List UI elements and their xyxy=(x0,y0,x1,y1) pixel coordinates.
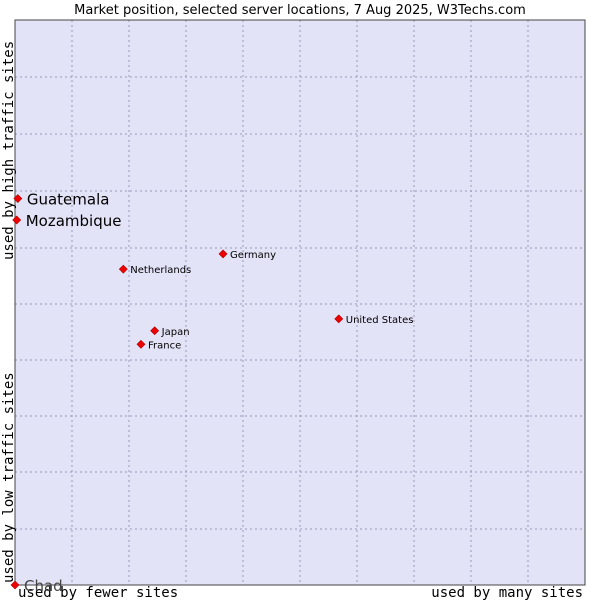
point-label-mozambique: Mozambique xyxy=(26,212,122,230)
point-marker-germany xyxy=(218,249,228,259)
point-marker-united-states xyxy=(334,314,344,324)
x-axis-label-high: used by many sites xyxy=(431,585,583,600)
point-marker-mozambique xyxy=(12,215,22,225)
point-marker-guatemala xyxy=(13,194,23,203)
point-label-netherlands: Netherlands xyxy=(130,265,191,276)
point-label-germany: Germany xyxy=(230,250,276,261)
y-axis-label-high: used by high traffic sites xyxy=(1,41,17,260)
y-axis-label-low: used by low traffic sites xyxy=(1,372,17,583)
chart-title: Market position, selected server locatio… xyxy=(74,3,526,18)
plot-border xyxy=(14,19,586,586)
point-label-chad: Chad xyxy=(24,577,63,595)
point-label-france: France xyxy=(148,340,181,351)
point-label-united-states: United States xyxy=(346,315,414,326)
point-marker-netherlands xyxy=(118,264,128,274)
data-points: Guatemala Mozambique Germany Netherlands Uni… xyxy=(10,191,414,595)
point-marker-japan xyxy=(150,326,160,336)
x-axis-label-low: used by fewer sites xyxy=(18,585,178,600)
grid-lines xyxy=(15,20,585,585)
point-marker-chad xyxy=(10,580,20,590)
point-label-guatemala: Guatemala xyxy=(27,191,110,209)
point-label-japan: Japan xyxy=(161,327,190,338)
point-marker-france xyxy=(136,339,146,349)
